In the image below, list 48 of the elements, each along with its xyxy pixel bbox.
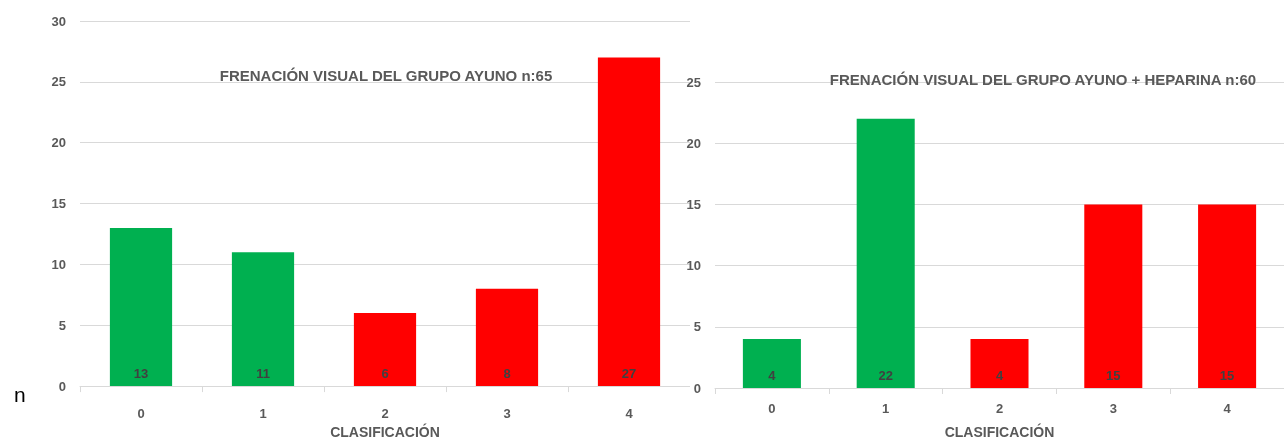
y-tick-label: 30 [51, 13, 66, 29]
x-tick-label: 2 [995, 401, 1004, 416]
bar [742, 339, 801, 388]
y-tick-label: 10 [51, 256, 66, 272]
bar [597, 57, 661, 387]
y-tick-label: 20 [51, 135, 66, 151]
x-tick-label: 4 [625, 406, 634, 422]
x-tick-label: 1 [882, 401, 890, 416]
y-tick-label: 5 [58, 317, 66, 333]
data-label: 27 [621, 366, 637, 382]
y-tick-label: 5 [693, 319, 701, 335]
data-label: 15 [1106, 368, 1121, 383]
x-tick-label: 0 [768, 401, 776, 416]
y-tick-label: 15 [51, 196, 66, 212]
y-tick-label: 25 [51, 74, 66, 90]
text: FRENACIÓN VISUAL DEL GRUPO AYUNO n:65 [219, 67, 553, 84]
bar [353, 313, 417, 387]
x-tick-label: 1 [259, 406, 267, 422]
x-tick-label: 0 [137, 406, 145, 422]
y-axis-title: n [14, 383, 26, 406]
y-tick-label: 0 [58, 378, 66, 394]
data-label: 8 [503, 366, 511, 382]
x-axis-title: CLASIFICACIÓN [944, 423, 1055, 440]
x-tick-label: 3 [1109, 401, 1117, 416]
data-label: 4 [768, 368, 777, 383]
x-tick-label: 4 [1223, 401, 1232, 416]
bar [1084, 204, 1143, 388]
bar [1198, 204, 1257, 388]
chart-title: FRENACIÓN VISUAL DEL GRUPO AYUNO + HEPARINA n:60 [829, 71, 1257, 88]
data-label: 15 [1219, 368, 1235, 383]
x-axis-title: CLASIFICACIÓN [330, 423, 440, 440]
data-label: 4 [995, 368, 1004, 383]
bar [109, 227, 173, 387]
x-tick-label: 3 [503, 406, 511, 422]
bar [970, 339, 1029, 388]
y-tick-label: 0 [693, 380, 701, 396]
x-tick-label: 2 [381, 406, 389, 422]
data-label: 13 [133, 366, 149, 382]
data-label: 11 [256, 366, 270, 382]
data-label: 6 [381, 366, 389, 382]
bar [475, 288, 539, 387]
y-tick-label: 20 [686, 135, 701, 151]
data-label: 22 [878, 368, 893, 383]
y-tick-label: 10 [686, 258, 701, 274]
bar [231, 252, 295, 387]
y-tick-label: 25 [686, 74, 701, 90]
y-tick-label: 15 [686, 196, 701, 212]
bar [856, 118, 915, 388]
